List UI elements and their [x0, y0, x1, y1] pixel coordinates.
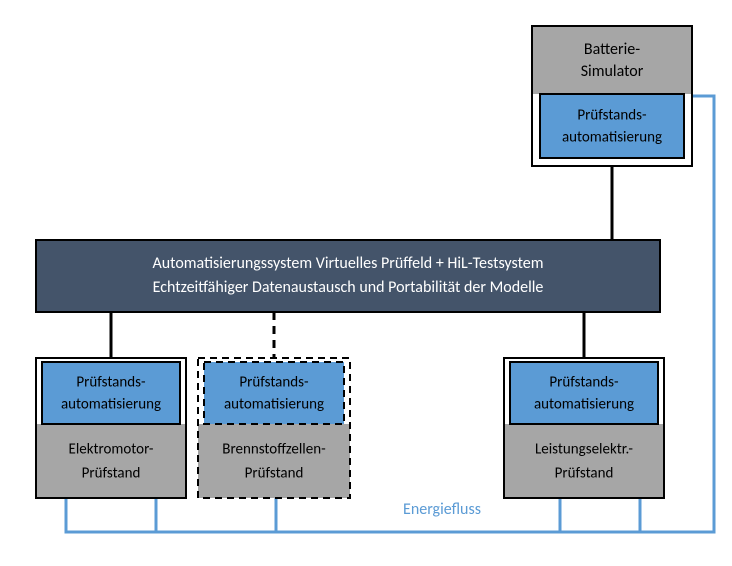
- power-top-l2: automatisierung: [534, 396, 634, 414]
- energy-flow-label: Energiefluss: [403, 500, 481, 519]
- power-bot-l1: Leistungselektr.-: [535, 441, 633, 459]
- battery-sub-l1: Prüfstands-: [577, 107, 647, 125]
- central-l1: Automatisierungssystem Virtuelles Prüffe…: [152, 254, 543, 273]
- fuelcell-top-l2: automatisierung: [224, 396, 324, 414]
- power-bottom-box: [504, 424, 664, 498]
- fuelcell-bot-l1: Brennstoffzellen-: [222, 441, 326, 459]
- power-bot-l2: Prüfstand: [555, 465, 614, 483]
- battery-title-l1: Batterie-: [584, 40, 640, 59]
- node-fuelcell: Prüfstands- automatisierung Brennstoffze…: [198, 358, 350, 498]
- emotor-bot-l1: Elektromotor-: [69, 441, 154, 459]
- fuelcell-bot-l2: Prüfstand: [245, 465, 304, 483]
- node-central: Automatisierungssystem Virtuelles Prüffe…: [36, 240, 660, 312]
- battery-title-l2: Simulator: [581, 62, 644, 81]
- fuelcell-top-fill: [204, 362, 344, 424]
- diagram-canvas: Batterie- Simulator Prüfstands- automati…: [0, 0, 732, 566]
- fuelcell-bottom-box: [198, 424, 350, 498]
- emotor-top-box: [42, 362, 180, 424]
- central-box: [36, 240, 660, 312]
- emotor-bottom-box: [36, 424, 186, 498]
- emotor-top-l1: Prüfstands-: [76, 374, 146, 392]
- emotor-top-l2: automatisierung: [61, 396, 161, 414]
- battery-sub-l2: automatisierung: [562, 129, 662, 147]
- node-power: Prüfstands- automatisierung Leistungsele…: [504, 358, 664, 498]
- emotor-bot-l2: Prüfstand: [82, 465, 141, 483]
- battery-top-box: [532, 26, 692, 94]
- node-emotor: Prüfstands- automatisierung Elektromotor…: [36, 358, 186, 498]
- power-top-box: [510, 362, 658, 424]
- fuelcell-top-l1: Prüfstands-: [239, 374, 309, 392]
- battery-bottom-box: [540, 94, 684, 158]
- power-top-l1: Prüfstands-: [549, 374, 619, 392]
- central-l2: Echtzeitfähiger Datenaustausch und Porta…: [153, 278, 544, 297]
- node-battery-simulator: Batterie- Simulator Prüfstands- automati…: [532, 26, 692, 166]
